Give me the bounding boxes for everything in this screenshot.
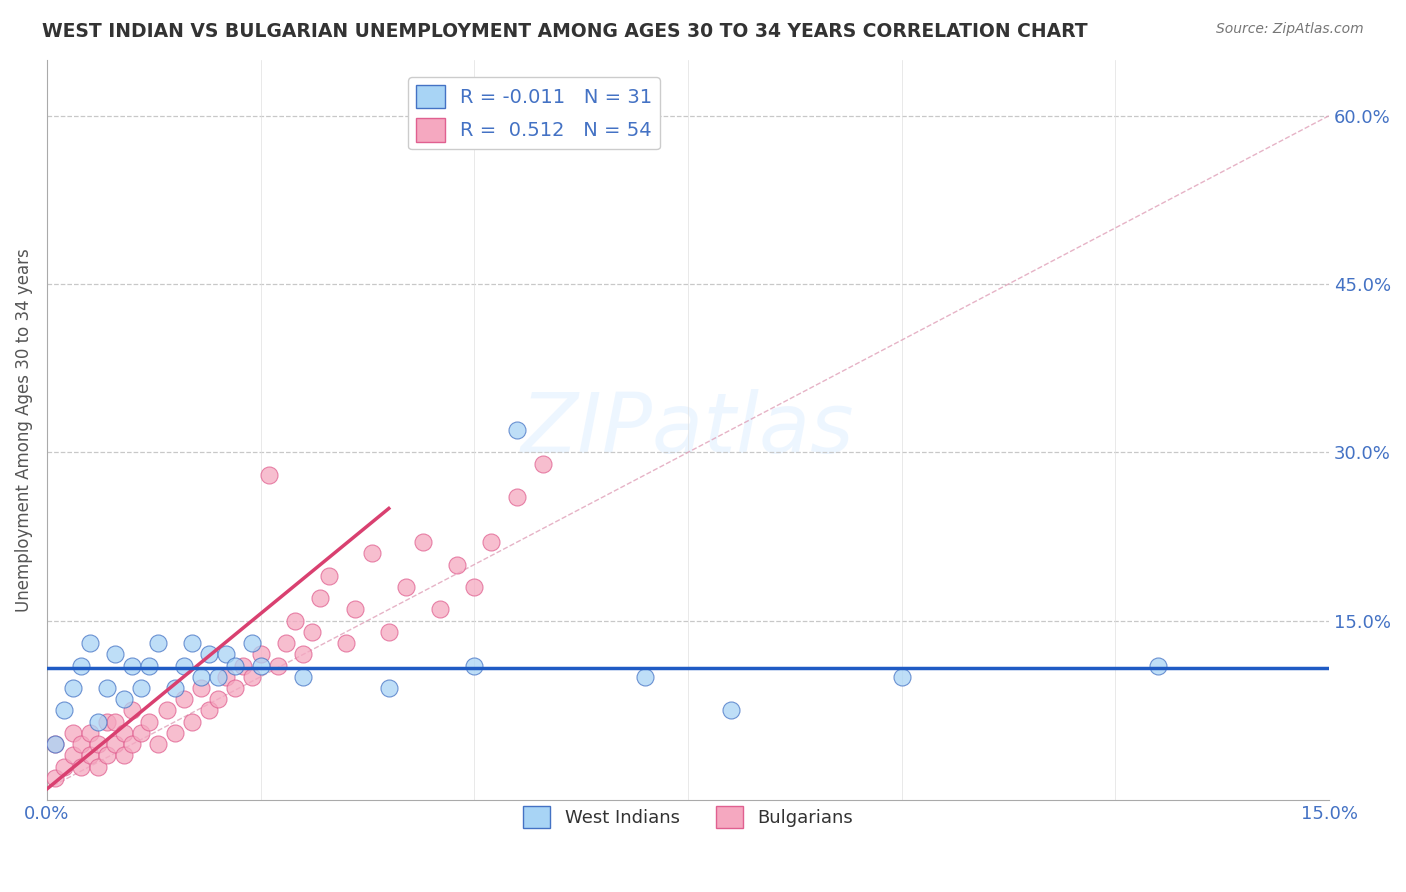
- Point: [70, 759, 93, 773]
- Point: [112, 692, 135, 706]
- Text: ZIPatlas: ZIPatlas: [522, 390, 855, 470]
- Point: [207, 670, 229, 684]
- Point: [215, 670, 238, 684]
- Point: [429, 602, 451, 616]
- Point: [284, 614, 307, 628]
- Point: [79, 726, 101, 740]
- Point: [62, 726, 84, 740]
- Point: [87, 759, 110, 773]
- Text: Source: ZipAtlas.com: Source: ZipAtlas.com: [1216, 22, 1364, 37]
- Point: [506, 490, 529, 504]
- Point: [257, 467, 280, 482]
- Point: [240, 636, 263, 650]
- Point: [378, 681, 401, 695]
- Point: [96, 748, 118, 763]
- Point: [121, 737, 143, 751]
- Point: [121, 658, 143, 673]
- Point: [165, 726, 187, 740]
- Point: [44, 771, 66, 785]
- Point: [70, 737, 93, 751]
- Point: [62, 748, 84, 763]
- Point: [173, 692, 195, 706]
- Point: [463, 658, 485, 673]
- Point: [266, 658, 288, 673]
- Point: [96, 681, 118, 695]
- Point: [146, 636, 169, 650]
- Point: [276, 636, 298, 650]
- Point: [70, 658, 93, 673]
- Point: [224, 658, 246, 673]
- Point: [215, 648, 238, 662]
- Point: [87, 737, 110, 751]
- Point: [506, 423, 529, 437]
- Point: [249, 658, 271, 673]
- Point: [634, 670, 657, 684]
- Point: [292, 648, 315, 662]
- Point: [181, 636, 204, 650]
- Point: [62, 681, 84, 695]
- Point: [343, 602, 366, 616]
- Y-axis label: Unemployment Among Ages 30 to 34 years: Unemployment Among Ages 30 to 34 years: [15, 248, 32, 612]
- Point: [395, 580, 418, 594]
- Point: [190, 681, 212, 695]
- Point: [463, 580, 485, 594]
- Point: [138, 658, 160, 673]
- Point: [87, 714, 110, 729]
- Point: [129, 726, 152, 740]
- Point: [121, 703, 143, 717]
- Point: [224, 681, 246, 695]
- Point: [309, 591, 332, 606]
- Point: [412, 535, 434, 549]
- Point: [112, 748, 135, 763]
- Point: [720, 703, 742, 717]
- Point: [79, 636, 101, 650]
- Point: [104, 737, 127, 751]
- Point: [1147, 658, 1170, 673]
- Point: [198, 703, 221, 717]
- Point: [360, 546, 382, 560]
- Point: [232, 658, 254, 673]
- Point: [53, 759, 76, 773]
- Point: [890, 670, 912, 684]
- Point: [531, 457, 554, 471]
- Point: [155, 703, 177, 717]
- Point: [335, 636, 357, 650]
- Point: [301, 624, 323, 639]
- Point: [104, 714, 127, 729]
- Point: [104, 648, 127, 662]
- Legend: West Indians, Bulgarians: West Indians, Bulgarians: [516, 799, 860, 836]
- Point: [198, 648, 221, 662]
- Point: [318, 569, 340, 583]
- Point: [112, 726, 135, 740]
- Point: [53, 703, 76, 717]
- Point: [181, 714, 204, 729]
- Point: [292, 670, 315, 684]
- Point: [96, 714, 118, 729]
- Point: [190, 670, 212, 684]
- Point: [138, 714, 160, 729]
- Point: [44, 737, 66, 751]
- Point: [129, 681, 152, 695]
- Point: [165, 681, 187, 695]
- Point: [249, 648, 271, 662]
- Point: [240, 670, 263, 684]
- Point: [446, 558, 468, 572]
- Point: [479, 535, 502, 549]
- Point: [207, 692, 229, 706]
- Point: [79, 748, 101, 763]
- Point: [146, 737, 169, 751]
- Text: WEST INDIAN VS BULGARIAN UNEMPLOYMENT AMONG AGES 30 TO 34 YEARS CORRELATION CHAR: WEST INDIAN VS BULGARIAN UNEMPLOYMENT AM…: [42, 22, 1088, 41]
- Point: [378, 624, 401, 639]
- Point: [44, 737, 66, 751]
- Point: [173, 658, 195, 673]
